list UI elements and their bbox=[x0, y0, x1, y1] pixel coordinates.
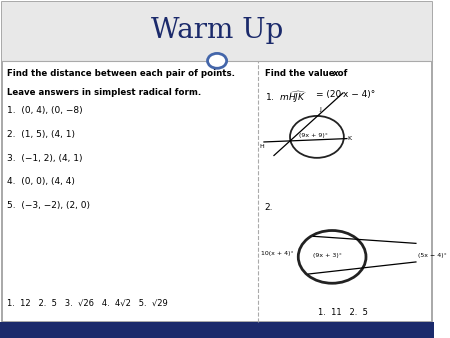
Text: 1.  (0, 4), (0, −8): 1. (0, 4), (0, −8) bbox=[6, 106, 82, 116]
Text: 2.  (1, 5), (4, 1): 2. (1, 5), (4, 1) bbox=[6, 130, 75, 139]
Text: (9x + 9)°: (9x + 9)° bbox=[299, 133, 328, 138]
Text: .: . bbox=[338, 69, 341, 78]
Circle shape bbox=[207, 53, 227, 68]
Text: (5x − 4)°: (5x − 4)° bbox=[418, 253, 447, 258]
Text: (9x + 3)°: (9x + 3)° bbox=[313, 253, 342, 258]
Text: Warm Up: Warm Up bbox=[151, 17, 283, 44]
Text: 5.  (−3, −2), (2, 0): 5. (−3, −2), (2, 0) bbox=[6, 201, 90, 210]
FancyBboxPatch shape bbox=[2, 2, 432, 322]
Text: = (20 x − 4)°: = (20 x − 4)° bbox=[316, 90, 375, 99]
Text: 2.: 2. bbox=[265, 203, 273, 212]
Text: H: H bbox=[259, 144, 264, 149]
Text: 1.  11   2.  5: 1. 11 2. 5 bbox=[318, 308, 368, 317]
Circle shape bbox=[298, 231, 366, 283]
FancyBboxPatch shape bbox=[2, 2, 432, 61]
Text: Find the value of: Find the value of bbox=[265, 69, 350, 78]
Text: 3.  (−1, 2), (4, 1): 3. (−1, 2), (4, 1) bbox=[6, 154, 82, 163]
Text: 4.  (0, 0), (4, 4): 4. (0, 0), (4, 4) bbox=[6, 177, 74, 187]
FancyBboxPatch shape bbox=[0, 322, 434, 338]
Text: 1.  12   2.  5   3.  √26   4.  4√2   5.  √29: 1. 12 2. 5 3. √26 4. 4√2 5. √29 bbox=[6, 299, 167, 308]
Text: Leave answers in simplest radical form.: Leave answers in simplest radical form. bbox=[6, 88, 201, 97]
Text: Find the distance between each pair of points.: Find the distance between each pair of p… bbox=[6, 69, 234, 78]
Text: J: J bbox=[319, 107, 321, 112]
Text: 10(x + 4)°: 10(x + 4)° bbox=[261, 251, 294, 256]
Text: 1.  $m\widehat{HJK}$: 1. $m\widehat{HJK}$ bbox=[265, 90, 307, 105]
Text: K: K bbox=[347, 136, 351, 141]
Circle shape bbox=[290, 116, 344, 158]
Text: x: x bbox=[332, 69, 338, 78]
